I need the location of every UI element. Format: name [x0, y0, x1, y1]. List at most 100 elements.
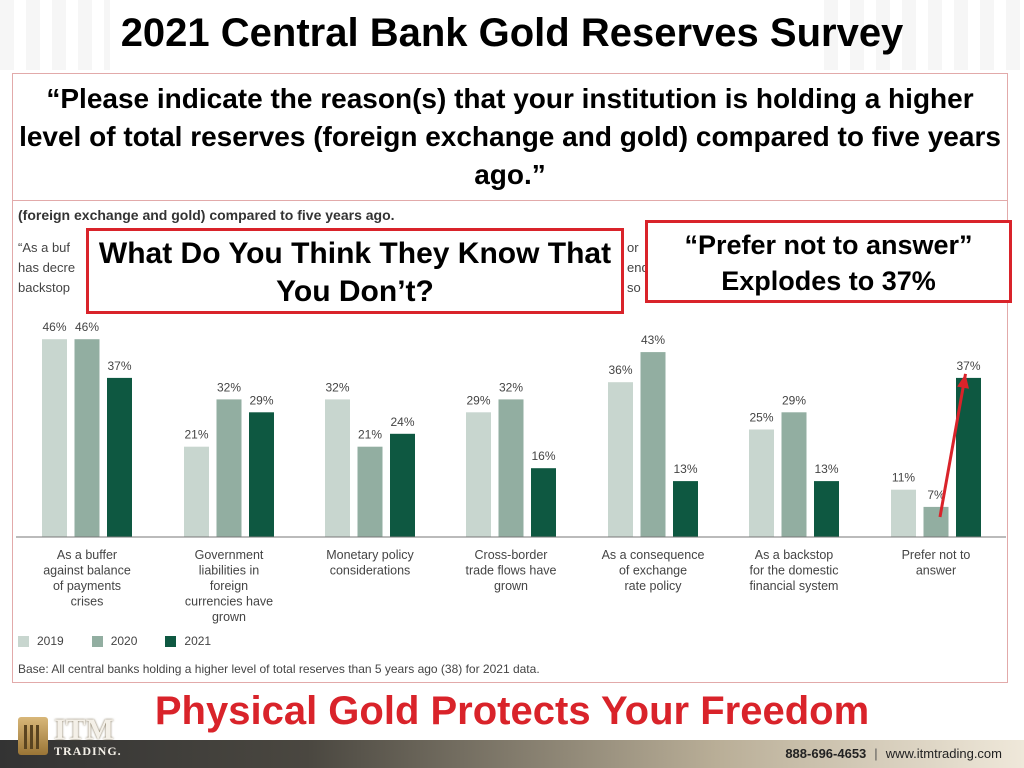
page-title: 2021 Central Bank Gold Reserves Survey — [120, 11, 904, 55]
decorative-pattern-left — [0, 0, 110, 70]
bar-2020-5 — [781, 412, 807, 537]
data-label: 11% — [892, 471, 915, 485]
pillar-logo-icon — [18, 717, 48, 755]
legend-label: 2020 — [110, 634, 138, 648]
category-label: As a buffer — [57, 548, 117, 562]
bar-2021-3 — [531, 468, 556, 537]
callout-right: “Prefer not to answer” Explodes to 37% — [645, 220, 1012, 303]
quote-fragment: backstop — [18, 280, 71, 295]
category-label: Cross-border — [475, 548, 548, 562]
category-label: for the domestic — [750, 564, 839, 578]
category-label: financial system — [750, 579, 839, 593]
category-label: of exchange — [619, 564, 687, 578]
legend-swatch — [91, 635, 103, 647]
category-label: answer — [916, 564, 956, 578]
data-label: 32% — [325, 380, 349, 394]
category-label: Prefer not to — [902, 548, 971, 562]
brand-logo[interactable]: ITM TRADING. — [18, 715, 122, 757]
category-label: As a consequence — [602, 548, 705, 562]
legend-swatch — [165, 635, 177, 647]
bar-2019-5 — [749, 429, 774, 537]
category-label: As a backstop — [755, 548, 834, 562]
legend-label: 2019 — [37, 634, 64, 648]
bar-2020-0 — [74, 339, 100, 537]
annotation-arrow-line — [938, 373, 967, 518]
chart-subtitle: (foreign exchange and gold) compared to … — [18, 207, 395, 223]
category-label: Monetary policy — [326, 548, 414, 562]
bar-2021-0 — [107, 377, 132, 537]
category-label: grown — [212, 610, 246, 624]
brand-name: ITM — [54, 713, 114, 746]
data-label: 21% — [358, 428, 382, 442]
chart-legend: 2019 2020 2021 — [18, 634, 211, 648]
bar-2020-6 — [923, 506, 949, 537]
footer-slogan: Physical Gold Protects Your Freedom — [154, 689, 870, 733]
bar-2021-4 — [673, 481, 698, 537]
data-label: 13% — [814, 462, 838, 476]
callout-left: What Do You Think They Know That You Don… — [86, 228, 624, 314]
legend-swatch — [18, 635, 29, 647]
category-label: currencies have — [185, 595, 273, 609]
quote-fragment: end — [627, 260, 649, 275]
bar-2021-5 — [814, 481, 839, 537]
bar-2019-4 — [608, 382, 633, 537]
bar-2020-2 — [357, 446, 383, 537]
website-link[interactable]: www.itmtrading.com — [885, 746, 1002, 761]
data-label: 7% — [927, 488, 945, 502]
contact-info: 888-696-4653 | www.itmtrading.com — [785, 746, 1002, 761]
bar-2020-4 — [640, 352, 666, 537]
data-label: 32% — [499, 380, 523, 394]
brand-subname: TRADING. — [54, 744, 122, 758]
data-label: 32% — [217, 380, 241, 394]
category-label: rate policy — [625, 579, 683, 593]
data-label: 36% — [608, 363, 632, 377]
category-label: foreign — [210, 579, 248, 593]
survey-question-box: “Please indicate the reason(s) that your… — [12, 73, 1008, 201]
data-label: 46% — [75, 320, 99, 334]
data-label: 25% — [749, 411, 773, 425]
bar-2020-3 — [498, 399, 524, 537]
category-label: crises — [71, 595, 104, 609]
legend-item-2021: 2021 — [165, 634, 211, 648]
data-label: 29% — [466, 393, 490, 407]
bar-2020-1 — [216, 399, 242, 537]
quote-fragment: “As a buf — [18, 240, 71, 255]
base-note: Base: All central banks holding a higher… — [18, 662, 540, 676]
decorative-pattern-right — [824, 0, 1024, 70]
bar-2019-1 — [184, 446, 209, 537]
category-label: considerations — [330, 564, 411, 578]
bar-2019-6 — [891, 489, 916, 537]
category-label: Government — [195, 548, 264, 562]
data-label: 29% — [249, 393, 273, 407]
survey-question: “Please indicate the reason(s) that your… — [19, 83, 1001, 190]
legend-item-2019: 2019 — [18, 634, 64, 648]
footer-bar — [0, 740, 1024, 768]
legend-item-2020: 2020 — [91, 634, 138, 648]
phone-number[interactable]: 888-696-4653 — [785, 746, 867, 761]
legend-label: 2021 — [184, 634, 212, 648]
category-label: trade flows have — [465, 564, 556, 578]
category-label: grown — [494, 579, 528, 593]
data-label: 13% — [673, 462, 697, 476]
data-label: 37% — [956, 359, 980, 373]
quote-fragment: has decre — [18, 260, 76, 275]
bar-2021-1 — [249, 412, 274, 537]
data-label: 46% — [42, 320, 66, 334]
bar-2019-2 — [325, 399, 350, 537]
contact-separator: | — [874, 746, 878, 761]
callout-right-text: “Prefer not to answer” Explodes to 37% — [684, 230, 973, 296]
data-label: 37% — [107, 359, 131, 373]
data-label: 43% — [641, 333, 665, 347]
bar-2019-3 — [466, 412, 491, 537]
category-label: liabilities in — [199, 564, 259, 578]
category-label: against balance — [43, 564, 131, 578]
data-label: 29% — [782, 393, 806, 407]
category-label: of payments — [53, 579, 121, 593]
data-label: 24% — [390, 415, 414, 429]
quote-fragment: or — [627, 240, 639, 255]
annotation-arrow-head — [957, 373, 969, 389]
data-label: 21% — [184, 428, 208, 442]
bar-2021-2 — [390, 433, 415, 537]
quote-fragment: so — [627, 280, 641, 295]
